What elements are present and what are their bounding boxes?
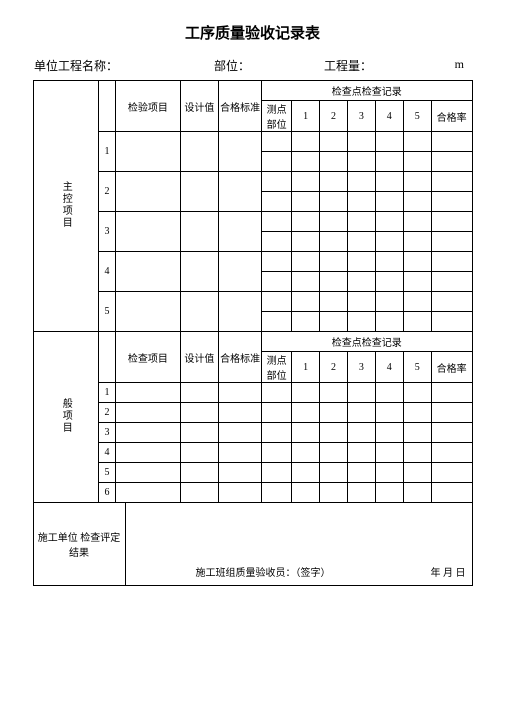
s2-row-1: 1: [98, 383, 115, 403]
s2-col-point: 测点 部位: [262, 352, 292, 383]
page-title: 工序质量验收记录表: [30, 22, 475, 43]
s2-col-std: 合格标准: [219, 332, 262, 383]
s1-row-1: 1: [98, 132, 115, 172]
s2-row-2: 2: [98, 403, 115, 423]
s1-n5: 5: [403, 101, 431, 132]
signature-label: 施工班组质量验收员：（签字）: [196, 564, 331, 579]
footer-section: 施工单位 检查评定结果 施工班组质量验收员：（签字） 年 月 日: [33, 503, 473, 586]
s2-col-item: 检查项目: [116, 332, 180, 383]
s2-col-rate: 合格率: [431, 352, 472, 383]
s1-n4: 4: [375, 101, 403, 132]
s2-row-4: 4: [98, 443, 115, 463]
section2-group: 般项目: [58, 398, 73, 434]
s1-row-3: 3: [98, 212, 115, 252]
s1-n2: 2: [320, 101, 348, 132]
s1-col-item: 检验项目: [116, 81, 180, 132]
s2-n2: 2: [320, 352, 348, 383]
s2-record-header: 检查点检查记录: [262, 332, 472, 352]
s2-n3: 3: [347, 352, 375, 383]
s2-row-5: 5: [98, 463, 115, 483]
qty-unit: m: [424, 57, 464, 74]
s1-col-design: 设计值: [180, 81, 219, 132]
s2-n4: 4: [375, 352, 403, 383]
s1-row-4: 4: [98, 252, 115, 292]
s1-col-point: 测点 部位: [262, 101, 292, 132]
qty-label: 工程量：: [324, 57, 424, 74]
s1-col-rate: 合格率: [431, 101, 472, 132]
footer-left-label: 施工单位 检查评定结果: [34, 503, 126, 585]
position-label: 部位：: [214, 57, 324, 74]
s2-row-3: 3: [98, 423, 115, 443]
s1-n3: 3: [347, 101, 375, 132]
inspection-table: 主控项目 检验项目 设计值 合格标准 检查点检查记录 测点 部位 1 2 3 4…: [33, 80, 473, 503]
s2-n1: 1: [292, 352, 320, 383]
s1-row-5: 5: [98, 292, 115, 332]
s2-row-6: 6: [98, 483, 115, 503]
date-label: 年 月 日: [431, 564, 466, 579]
s1-col-std: 合格标准: [219, 81, 262, 132]
section1-group: 主控项目: [58, 181, 73, 229]
s1-row-2: 2: [98, 172, 115, 212]
s1-n1: 1: [292, 101, 320, 132]
s1-record-header: 检查点检查记录: [262, 81, 472, 101]
s2-n5: 5: [403, 352, 431, 383]
header-meta: 单位工程名称： 部位： 工程量： m: [30, 57, 475, 74]
unit-label: 单位工程名称：: [34, 57, 214, 74]
s2-col-design: 设计值: [180, 332, 219, 383]
